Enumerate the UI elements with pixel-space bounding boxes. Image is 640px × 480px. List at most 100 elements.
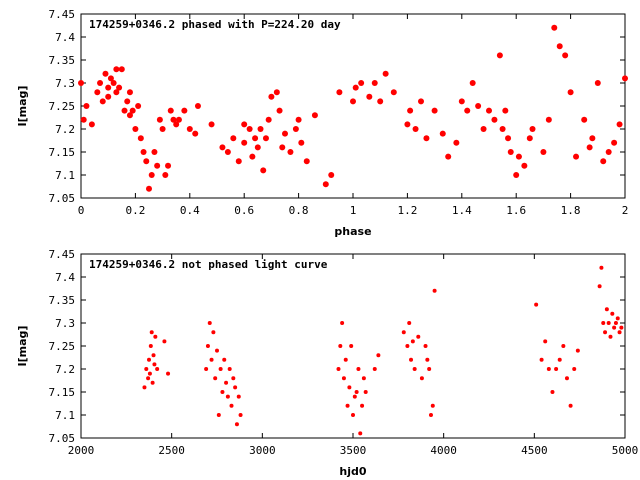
phased-data-point [423, 135, 430, 142]
phased-data-point [254, 144, 261, 151]
unphased-data-point [351, 413, 355, 417]
phased-data-point [505, 135, 512, 142]
phased-data-point [246, 126, 253, 132]
unphased-data-point [427, 367, 432, 371]
unphased-data-point [150, 380, 155, 385]
unphased-data-point [358, 431, 363, 436]
unphased-data-point [610, 311, 615, 316]
phased-data-point [126, 89, 133, 96]
unphased-data-point [352, 394, 357, 399]
phased-data-point [496, 52, 503, 59]
phased-data-point [573, 153, 580, 160]
unphased-data-point [349, 344, 354, 348]
unphased-data-point [162, 339, 167, 344]
unphased-data-point [405, 344, 410, 348]
phased-data-point [458, 98, 465, 105]
phased-data-point [491, 116, 498, 123]
unphased-data-point [608, 334, 613, 339]
unphased-data-point [409, 357, 414, 362]
unphased-data-point [218, 367, 223, 371]
phased-data-point [107, 75, 114, 82]
unphased-data-point [363, 390, 368, 394]
phased-data-point [439, 130, 446, 137]
unphased-data-point [410, 339, 415, 344]
unphased-data-point [227, 367, 232, 371]
phased-data-point [586, 144, 593, 151]
phased-data-point [135, 103, 142, 109]
phased-data-point [382, 70, 389, 77]
unphased-x-tick-label: 2000 [68, 444, 95, 457]
phased-x-tick-label: 2 [622, 204, 629, 217]
phased-data-point [352, 84, 359, 91]
phased-data-point [167, 107, 174, 114]
unphased-data-point [425, 357, 430, 362]
unphased-data-point [209, 357, 214, 362]
phased-y-tick-label: 7.25 [49, 100, 76, 113]
unphased-data-point [336, 367, 341, 371]
phased-data-point [276, 107, 283, 114]
phased-data-point [260, 167, 267, 174]
phased-data-point [268, 93, 275, 100]
unphased-data-point [613, 321, 618, 325]
phased-data-point [418, 98, 424, 105]
phased-data-point [235, 158, 242, 165]
phased-x-tick-label: 1.4 [452, 204, 472, 217]
phased-data-point [113, 89, 120, 96]
unphased-data-point [338, 344, 343, 348]
phased-y-tick-label: 7.1 [55, 169, 75, 182]
unphased-data-point [222, 357, 227, 362]
unphased-data-point [376, 353, 381, 358]
phased-data-point [148, 172, 155, 178]
unphased-data-point [224, 380, 229, 385]
unphased-data-point [617, 330, 622, 335]
phased-data-point [252, 135, 259, 142]
unphased-data-point [147, 371, 152, 376]
phased-data-point [507, 149, 514, 155]
phased-data-point [526, 135, 533, 142]
phased-data-point [224, 149, 231, 155]
phased-data-point [622, 75, 628, 82]
unphased-y-tick-label: 7.05 [49, 432, 76, 445]
phased-data-point [257, 126, 264, 132]
phased-data-point [589, 135, 596, 142]
unphased-data-point [601, 321, 606, 325]
unphased-data-point [568, 403, 573, 408]
phased-plot-title: 174259+0346.2 phased with P=224.20 day [89, 18, 341, 31]
unphased-data-point [343, 357, 348, 362]
unphased-data-point [606, 321, 611, 325]
phased-data-point [265, 116, 272, 123]
phased-data-point [486, 107, 492, 114]
phased-data-point [151, 149, 158, 155]
unphased-data-point [619, 325, 624, 330]
unphased-data-point [432, 288, 437, 293]
unphased-y-tick-label: 7.45 [49, 248, 76, 261]
unphased-data-point [354, 390, 359, 394]
unphased-data-point [238, 413, 243, 417]
phased-data-point [513, 172, 520, 178]
phased-data-point [105, 93, 112, 100]
unphased-data-point [147, 357, 151, 362]
phased-data-point [78, 80, 84, 86]
phased-light-curve-panel: 0 0.2 0.4 0.6 0.8 1 1.2 1.4 1.6 1.8 2 7.05 7.1 7.15 7.… [16, 8, 628, 238]
phased-data-point [282, 130, 288, 137]
phased-data-point [105, 84, 112, 91]
unphased-data-point [615, 316, 620, 321]
unphased-x-axis-label: hjd0 [339, 465, 366, 478]
unphased-data-point [597, 284, 602, 289]
unphased-data-point [220, 390, 225, 394]
phased-data-point [407, 107, 414, 114]
phased-data-point [594, 80, 601, 86]
phased-x-tick-label: 0.4 [180, 204, 200, 217]
phased-data-point [219, 144, 226, 151]
phased-data-point [140, 149, 147, 155]
unphased-data-point [144, 367, 149, 371]
phased-data-point [540, 149, 547, 155]
phased-data-point [99, 98, 106, 105]
unphased-data-point [148, 344, 153, 348]
phased-data-point [567, 89, 574, 96]
phased-data-point [303, 158, 310, 165]
phased-data-point [616, 121, 623, 128]
unphased-data-point [142, 385, 147, 390]
unphased-data-point [234, 422, 239, 427]
phased-x-tick-label: 1.6 [506, 204, 526, 217]
